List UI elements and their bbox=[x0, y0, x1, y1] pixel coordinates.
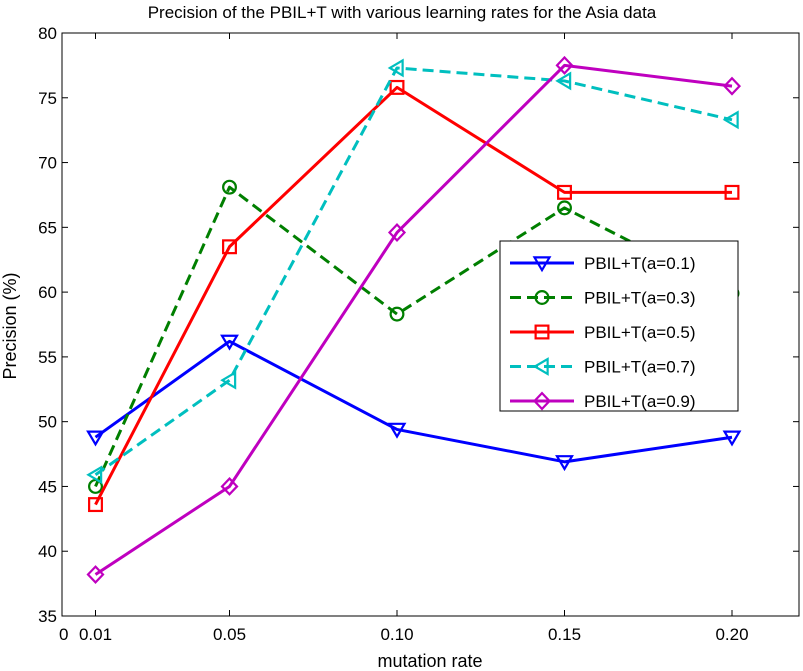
series-line bbox=[94, 185, 733, 488]
marker-square bbox=[389, 79, 405, 95]
marker-triangle-down bbox=[387, 422, 407, 439]
marker-square bbox=[724, 184, 740, 200]
marker-diamond bbox=[387, 223, 407, 242]
y-tick-label: 50 bbox=[38, 413, 57, 432]
series-line bbox=[94, 85, 732, 506]
legend-label: PBIL+T(a=0.1) bbox=[584, 254, 696, 273]
series bbox=[86, 55, 742, 585]
legend-label: PBIL+T(a=0.9) bbox=[584, 392, 696, 411]
y-tick-label: 40 bbox=[38, 542, 57, 561]
marker-triangle-left bbox=[532, 357, 549, 376]
marker-square bbox=[534, 324, 550, 340]
y-tick-label: 45 bbox=[38, 477, 57, 496]
legend-label: PBIL+T(a=0.7) bbox=[584, 358, 696, 377]
x-tick-label: 0.05 bbox=[213, 625, 246, 644]
series bbox=[88, 79, 740, 513]
legend-label: PBIL+T(a=0.3) bbox=[584, 289, 696, 308]
y-axis-label: Precision (%) bbox=[0, 272, 20, 379]
marker-circle bbox=[389, 306, 405, 322]
y-tick-label: 80 bbox=[38, 24, 57, 43]
marker-triangle-left bbox=[220, 370, 237, 390]
x-tick-label: 0.15 bbox=[548, 625, 581, 644]
x-tick-label: 0 bbox=[59, 625, 68, 644]
marker-triangle-down bbox=[86, 430, 105, 447]
series bbox=[86, 58, 739, 485]
x-tick-label: 0.10 bbox=[380, 625, 413, 644]
marker-triangle-down bbox=[532, 256, 552, 273]
x-axis-label: mutation rate bbox=[377, 651, 482, 671]
marker-diamond bbox=[86, 565, 105, 585]
x-tick-label: 0.20 bbox=[715, 625, 748, 644]
marker-diamond bbox=[722, 76, 742, 96]
marker-triangle-down bbox=[555, 455, 574, 472]
marker-diamond bbox=[555, 55, 574, 75]
marker-diamond bbox=[220, 476, 239, 496]
marker-triangle-left bbox=[387, 58, 404, 78]
marker-triangle-left bbox=[555, 71, 572, 91]
series bbox=[86, 334, 742, 472]
y-tick-label: 35 bbox=[38, 607, 57, 626]
legend-label: PBIL+T(a=0.5) bbox=[584, 323, 696, 342]
marker-circle bbox=[222, 179, 237, 195]
y-tick-label: 75 bbox=[38, 89, 57, 108]
series-line bbox=[94, 63, 733, 576]
axes: 35 40 45 50 55 60 65 70 75 80 0 0.01 0.05 0.10 0.15 0.2… bbox=[38, 24, 799, 644]
chart-title: Precision of the PBIL+T with various lea… bbox=[148, 3, 657, 22]
marker-triangle-left bbox=[722, 110, 739, 130]
y-tick-label: 65 bbox=[38, 218, 57, 237]
marker-triangle-left bbox=[86, 465, 103, 485]
marker-triangle-down bbox=[722, 430, 742, 447]
marker-square bbox=[88, 497, 103, 513]
y-tick-label: 70 bbox=[38, 154, 57, 173]
marker-square bbox=[222, 239, 237, 255]
series-line bbox=[94, 66, 733, 477]
series-line bbox=[94, 339, 733, 464]
y-tick-label: 55 bbox=[38, 348, 57, 367]
marker-diamond bbox=[532, 391, 552, 411]
x-tick-label: 0.01 bbox=[79, 625, 112, 644]
marker-triangle-down bbox=[220, 334, 239, 351]
marker-square bbox=[557, 184, 572, 200]
marker-circle bbox=[557, 200, 572, 216]
y-tick-label: 60 bbox=[38, 283, 57, 302]
marker-circle bbox=[534, 290, 550, 305]
legend: PBIL+T(a=0.1) PBIL+T(a=0.3) PBIL+T(a=0.5) P… bbox=[499, 240, 739, 412]
